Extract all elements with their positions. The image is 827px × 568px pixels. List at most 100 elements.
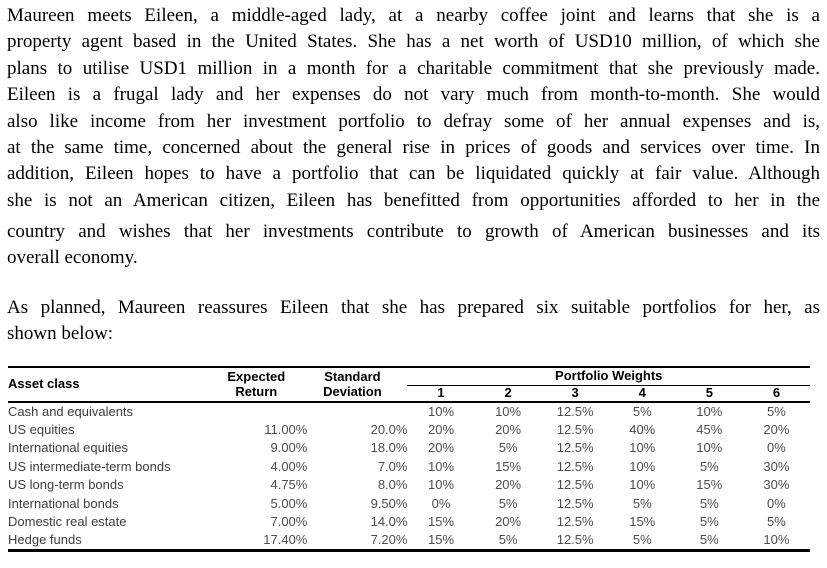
paragraph-line: Maureen meets Eileen, a middle-aged lady… <box>7 5 820 26</box>
cell-expected-return: 7.00% <box>270 514 308 530</box>
cell-weight-6: 30% <box>763 477 790 493</box>
header-portfolio-6: 6 <box>742 385 810 403</box>
cell-weight-1: 15% <box>427 514 455 530</box>
header-portfolio-4: 4 <box>608 385 676 403</box>
header-expected-return-line1: Expected <box>227 369 286 385</box>
header-standard-deviation-line2: Deviation <box>323 383 382 399</box>
cell-expected-return: 11.00% <box>264 421 308 437</box>
cell-weight-4: 10% <box>629 440 656 456</box>
cell-weight-4: 10% <box>629 458 656 474</box>
cell-standard-deviation: 7.0% <box>377 458 408 474</box>
cell-asset-class: US equities <box>8 421 75 437</box>
paragraph-1: Maureen meets Eileen, a middle-aged lady… <box>7 3 820 214</box>
paragraph-line: As planned, Maureen reassures Eileen tha… <box>7 297 820 318</box>
table-row: US long-term bonds 4.75% 8.0% 10% 20% 12… <box>8 476 810 495</box>
cell-weight-3: 12.5% <box>556 403 594 419</box>
cell-weight-4: 5% <box>632 403 652 419</box>
cell-weight-2: 20% <box>495 514 522 530</box>
header-standard-deviation: Standard Deviation <box>307 367 408 403</box>
cell-weight-1: 10% <box>427 477 455 493</box>
paragraph-line: country and wishes that her investments … <box>7 221 820 242</box>
header-standard-deviation-line1: Standard <box>324 369 381 385</box>
portfolio-table: Asset class Expected Return Standard Dev… <box>8 366 810 552</box>
paragraph-line: she is not an American citizen, Eileen h… <box>7 189 820 211</box>
table-row: Domestic real estate 7.00% 14.0% 15% 20%… <box>8 513 810 532</box>
cell-asset-class: Domestic real estate <box>8 514 127 530</box>
cell-weight-5: 5% <box>699 514 719 530</box>
cell-weight-2: 15% <box>495 458 522 474</box>
header-portfolio-weights: Portfolio Weights <box>407 367 810 386</box>
cell-weight-5: 10% <box>696 440 723 456</box>
cell-weight-6: 5% <box>767 403 786 419</box>
cell-asset-class: International bonds <box>8 495 119 511</box>
cell-weight-6: 20% <box>763 421 790 437</box>
cell-weight-3: 12.5% <box>556 514 594 530</box>
cell-weight-4: 40% <box>629 421 656 437</box>
paragraph-3: As planned, Maureen reassures Eileen tha… <box>7 295 820 348</box>
cell-weight-5: 15% <box>696 477 723 493</box>
cell-expected-return: 4.75% <box>270 477 308 493</box>
cell-weight-1: 10% <box>427 403 455 419</box>
paragraph-line: shown below: <box>7 323 114 345</box>
cell-standard-deviation <box>307 402 407 421</box>
cell-asset-class: US long-term bonds <box>8 477 124 493</box>
cell-weight-2: 5% <box>498 495 518 511</box>
cell-standard-deviation: 9.50% <box>370 495 408 511</box>
cell-weight-3: 12.5% <box>556 421 594 437</box>
cell-weight-5: 5% <box>699 458 719 474</box>
cell-weight-6: 5% <box>767 514 786 530</box>
cell-standard-deviation: 18.0% <box>370 440 408 456</box>
paragraph-line: also like income from her investment por… <box>7 110 820 132</box>
cell-asset-class: Hedge funds <box>8 531 82 547</box>
cell-weight-3: 12.5% <box>556 440 594 456</box>
paragraph-line: Eileen is a frugal lady and her expenses… <box>7 84 820 106</box>
cell-weight-6: 10% <box>763 531 790 547</box>
cell-weight-5: 10% <box>696 403 723 419</box>
cell-weight-1: 0% <box>431 495 451 511</box>
cell-expected-return: 5.00% <box>270 495 308 511</box>
cell-weight-3: 12.5% <box>556 495 594 511</box>
cell-weight-1: 10% <box>427 458 455 474</box>
header-portfolio-5: 5 <box>675 385 743 403</box>
cell-weight-4: 15% <box>629 514 656 530</box>
cell-asset-class: Cash and equivalents <box>8 403 134 419</box>
table-row: Cash and equivalents 10% 10% 12.5% 5% 10… <box>8 402 810 421</box>
cell-weight-2: 10% <box>495 403 522 419</box>
cell-weight-1: 20% <box>427 421 455 437</box>
cell-weight-3: 12.5% <box>556 531 594 547</box>
cell-weight-4: 10% <box>629 477 656 493</box>
header-portfolio-2: 2 <box>474 385 542 403</box>
cell-weight-5: 5% <box>699 495 719 511</box>
table-row: International equities 9.00% 18.0% 20% 5… <box>8 439 810 458</box>
cell-standard-deviation: 14.0% <box>370 514 408 530</box>
header-portfolio-3: 3 <box>541 385 609 403</box>
cell-expected-return: 9.00% <box>270 440 308 456</box>
cell-asset-class: International equities <box>8 440 128 456</box>
table-row: US intermediate-term bonds 4.00% 7.0% 10… <box>8 458 810 477</box>
table-header-row-1: Asset class Expected Return Standard Dev… <box>8 367 810 403</box>
cell-weight-5: 45% <box>696 421 723 437</box>
paragraph-line: property agent based in the United State… <box>7 31 820 53</box>
table-row: Hedge funds 17.40% 7.20% 15% 5% 12.5% 5%… <box>8 532 810 551</box>
header-expected-return-line2: Return <box>235 383 278 399</box>
cell-standard-deviation: 20.0% <box>370 421 408 437</box>
cell-standard-deviation: 7.20% <box>370 531 408 547</box>
cell-expected-return <box>215 402 307 421</box>
cell-weight-2: 20% <box>495 477 522 493</box>
cell-weight-2: 20% <box>495 421 522 437</box>
header-portfolio-1: 1 <box>407 385 475 403</box>
cell-weight-6: 0% <box>767 440 786 456</box>
header-asset-class: Asset class <box>8 367 216 403</box>
cell-weight-3: 12.5% <box>556 458 594 474</box>
cell-weight-1: 20% <box>427 440 455 456</box>
cell-weight-3: 12.5% <box>556 477 594 493</box>
cell-expected-return: 17.40% <box>263 531 308 547</box>
cell-weight-1: 15% <box>427 531 455 547</box>
cell-asset-class: US intermediate-term bonds <box>8 458 171 474</box>
paragraph-line: overall economy. <box>7 247 138 269</box>
table-row: International bonds 5.00% 9.50% 0% 5% 12… <box>8 495 810 514</box>
cell-weight-2: 5% <box>498 531 518 547</box>
cell-expected-return: 4.00% <box>270 458 308 474</box>
cell-standard-deviation: 8.0% <box>377 477 408 493</box>
